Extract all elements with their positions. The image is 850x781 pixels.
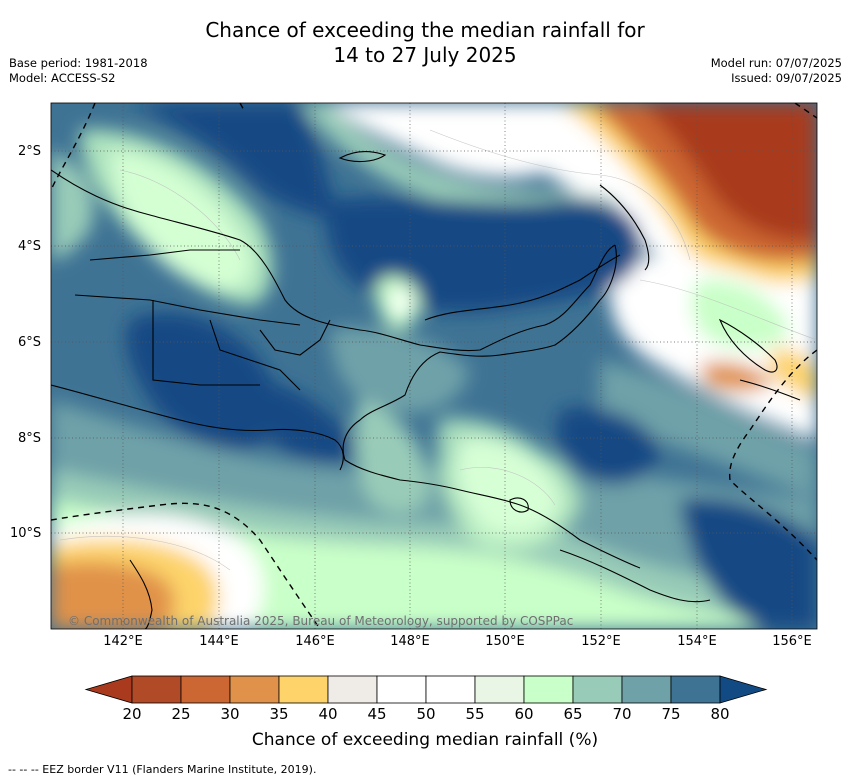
field-central-green-2 — [354, 400, 430, 514]
coastlines — [51, 151, 801, 629]
field-core-5 — [556, 407, 660, 484]
field-east-teal — [600, 360, 817, 500]
coast-new-britain — [424, 254, 621, 321]
map-frame — [50, 102, 818, 630]
title-line-2: 14 to 27 July 2025 — [333, 43, 517, 67]
meta-right: Model run: 07/07/2025 Issued: 09/07/2025 — [711, 56, 842, 86]
coast-new-guinea — [51, 169, 641, 569]
field-central-teal — [330, 327, 470, 414]
field-ne-red — [640, 103, 817, 241]
lon-label-154e: 154°E — [677, 634, 717, 649]
colorbar-tick-label: 75 — [661, 705, 681, 723]
province-border-2 — [74, 294, 301, 326]
coast-bougainville — [718, 318, 778, 373]
province-border-5 — [259, 319, 331, 356]
contour-line-4 — [59, 536, 231, 571]
field-central-white — [392, 288, 411, 316]
field-core-1 — [130, 103, 340, 220]
colorbar-tick-label: 20 — [122, 705, 142, 723]
field-core-6 — [680, 498, 817, 629]
contour-line-5 — [119, 169, 241, 261]
colorbar-tick-label: 70 — [612, 705, 632, 723]
colorbar-segment — [376, 675, 427, 704]
colorbar-segment — [180, 675, 231, 704]
colorbar-tick-label: 30 — [220, 705, 240, 723]
lat-label-2s: 2°S — [18, 144, 42, 159]
colorbar-segment — [670, 675, 721, 704]
title-line-1: Chance of exceeding the median rainfall … — [205, 18, 645, 42]
colorbar-arrow-low — [84, 675, 133, 704]
field-sw-orange — [51, 561, 175, 629]
colorbar-segment — [278, 675, 329, 704]
lon-label-142e: 142°E — [103, 634, 143, 649]
coast-louisiades — [559, 549, 711, 603]
chart-title: Chance of exceeding the median rainfall … — [0, 18, 850, 68]
graticule — [51, 103, 817, 629]
coast-manus — [338, 151, 387, 163]
colorbar-tick-label: 55 — [465, 705, 485, 723]
contour-line-1 — [429, 129, 691, 261]
lon-label-148e: 148°E — [390, 634, 430, 649]
lon-label-156e: 156°E — [772, 634, 812, 649]
field-east-lightgreen — [691, 279, 790, 349]
colorbar-tick-label: 50 — [416, 705, 436, 723]
colorbar-segment — [327, 675, 378, 704]
field-nw-green — [80, 129, 273, 305]
base-period: Base period: 1981-2018 — [9, 56, 148, 70]
field-south-green-2 — [437, 418, 580, 550]
colorbar-segment — [523, 675, 574, 704]
colorbar-segment — [131, 675, 182, 704]
copyright-text: © Commonwealth of Australia 2025, Bureau… — [68, 614, 574, 628]
model-run: Model run: 07/07/2025 — [710, 56, 842, 70]
colorbar-tick-label: 60 — [514, 705, 534, 723]
colorbar-tick-label: 45 — [367, 705, 387, 723]
colorbar-segment — [621, 675, 672, 704]
field-east-orange-2 — [770, 349, 817, 400]
lat-label-6s: 6°S — [18, 335, 42, 350]
coast-goodenough — [509, 497, 529, 513]
colorbar-segment — [572, 675, 623, 704]
contour-line-2 — [639, 279, 817, 341]
colorbar-tick-label: 80 — [710, 705, 730, 723]
colorbar-arrow-high — [719, 675, 768, 704]
colorbar-segment — [425, 675, 476, 704]
issued-date: Issued: 09/07/2025 — [731, 71, 842, 85]
eez-west — [51, 103, 96, 191]
province-border-4 — [209, 319, 301, 391]
field-north-white — [330, 103, 560, 178]
coast-cape-york — [129, 559, 153, 629]
coast-new-ireland — [599, 184, 650, 271]
coast-south — [51, 384, 344, 471]
eez-south-west — [51, 502, 321, 629]
province-border-1 — [89, 249, 240, 261]
colorbar-tick-label: 25 — [171, 705, 191, 723]
lat-label-10s: 10°S — [10, 526, 42, 541]
lon-label-152e: 152°E — [581, 634, 621, 649]
eez-ne — [794, 103, 817, 119]
lon-label-144e: 144°E — [199, 634, 239, 649]
field-core-4 — [249, 380, 360, 464]
model-name: Model: ACCESS-S2 — [9, 71, 116, 85]
eez-footer-note: -- -- -- EEZ border V11 (Flanders Marine… — [8, 763, 317, 776]
colorbar-segment — [474, 675, 525, 704]
lon-label-150e: 150°E — [485, 634, 525, 649]
lon-label-146e: 146°E — [295, 634, 335, 649]
colorbar-tick-label: 35 — [269, 705, 289, 723]
contour-line-3 — [459, 467, 556, 506]
meta-left: Base period: 1981-2018 Model: ACCESS-S2 — [9, 56, 148, 86]
lat-label-4s: 4°S — [18, 239, 42, 254]
colorbar-segment — [229, 675, 280, 704]
colorbar-tick-label: 40 — [318, 705, 338, 723]
colorbar-label: Chance of exceeding median rainfall (%) — [251, 730, 599, 750]
eez-borders — [51, 103, 817, 629]
lat-label-8s: 8°S — [18, 431, 42, 446]
coast-solomons — [739, 379, 801, 401]
colorbar-tick-label: 65 — [563, 705, 583, 723]
province-border-3 — [152, 300, 260, 386]
eez-north — [239, 103, 246, 113]
eez-east — [728, 349, 817, 561]
